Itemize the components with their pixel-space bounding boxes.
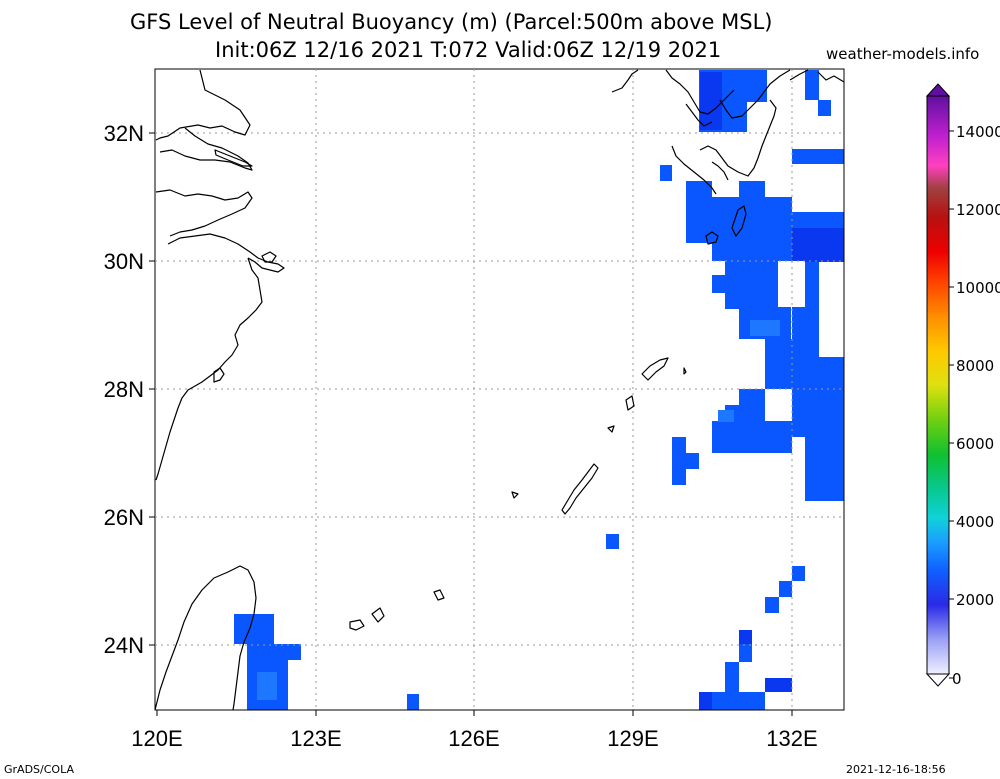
colorbar-label: 0 xyxy=(952,670,962,688)
colorbar-label: 2000 xyxy=(956,591,994,609)
y-tick-label: 28N xyxy=(104,377,144,402)
y-axis-labels: 32N 30N 28N 26N 24N xyxy=(104,121,144,658)
website-label: weather-models.info xyxy=(826,45,980,63)
x-tick-label: 120E xyxy=(131,726,182,751)
coastlines xyxy=(154,69,845,711)
colorbar: 0 2000 4000 6000 8000 10000 12000 14000 xyxy=(925,83,1000,688)
colorbar-scale xyxy=(926,95,950,675)
colorbar-label: 12000 xyxy=(956,201,1000,219)
tick-marks xyxy=(149,132,793,716)
y-tick-label: 26N xyxy=(104,505,144,530)
colorbar-label: 8000 xyxy=(956,357,994,375)
y-tick-label: 30N xyxy=(104,249,144,274)
colorbar-label: 14000 xyxy=(956,123,1000,141)
title-line-2: Init:06Z 12/16 2021 T:072 Valid:06Z 12/1… xyxy=(215,38,722,62)
title-line-1: GFS Level of Neutral Buoyancy (m) (Parce… xyxy=(130,10,773,34)
x-tick-label: 129E xyxy=(607,726,658,751)
colorbar-top-arrow xyxy=(925,83,951,97)
footer-right: 2021-12-16-18:56 xyxy=(846,763,946,776)
colorbar-label: 6000 xyxy=(956,435,994,453)
x-axis-labels: 120E 123E 126E 129E 132E xyxy=(131,726,817,751)
grid-lines xyxy=(155,69,844,710)
y-tick-label: 24N xyxy=(104,633,144,658)
y-tick-label: 32N xyxy=(104,121,144,146)
shaded-field xyxy=(234,70,844,710)
colorbar-label: 10000 xyxy=(956,279,1000,297)
footer-left: GrADS/COLA xyxy=(4,763,74,776)
x-tick-label: 126E xyxy=(448,726,499,751)
colorbar-bottom-arrow xyxy=(925,673,951,687)
x-tick-label: 132E xyxy=(766,726,817,751)
x-tick-label: 123E xyxy=(290,726,341,751)
colorbar-label: 4000 xyxy=(956,513,994,531)
